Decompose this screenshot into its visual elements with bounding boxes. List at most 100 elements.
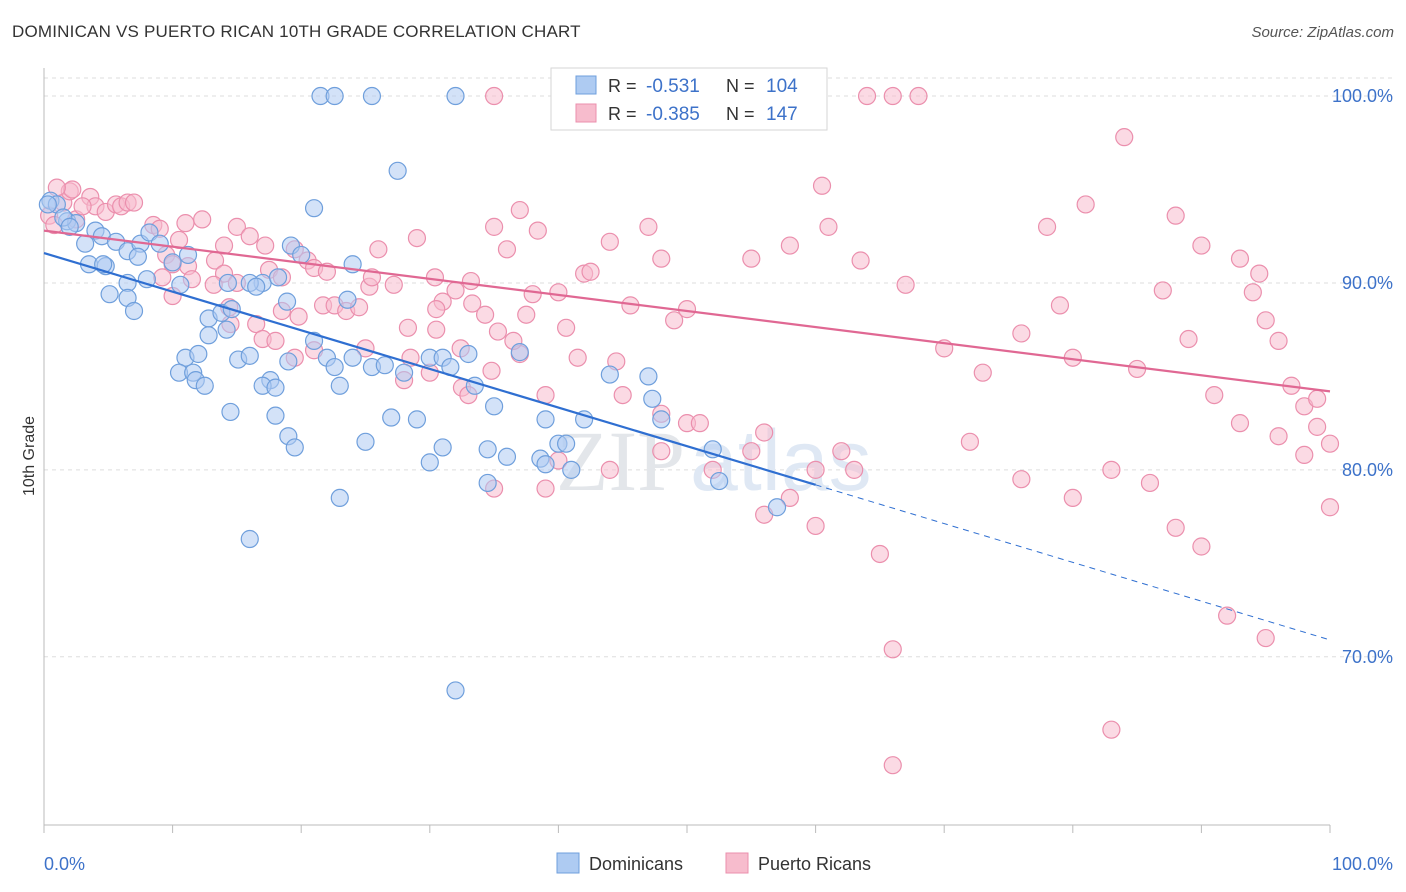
- x-ticks: [43, 825, 1331, 833]
- dominicans-point: [600, 365, 619, 384]
- dominicans-point: [382, 408, 401, 427]
- puerto-ricans-point: [356, 339, 375, 358]
- puerto-ricans-point: [1012, 470, 1031, 489]
- puerto-ricans-point: [1320, 498, 1340, 517]
- stats-n-value-puerto-ricans: 147: [766, 104, 798, 125]
- dominicans-point: [266, 378, 285, 397]
- puerto-ricans-point: [1102, 720, 1121, 739]
- dominicans-point: [279, 352, 298, 371]
- dominicans-point: [247, 277, 266, 296]
- stats-n-label-puerto-ricans: N =: [726, 104, 755, 124]
- dominicans-point: [277, 292, 297, 311]
- dominicans-point: [124, 301, 144, 321]
- legend-label-dominicans: Dominicans: [589, 854, 683, 874]
- puerto-ricans-point: [425, 268, 445, 287]
- dominicans-point: [285, 438, 304, 457]
- puerto-ricans-point: [463, 294, 482, 313]
- puerto-ricans-point: [1192, 236, 1211, 255]
- dominicans-point: [325, 86, 344, 106]
- puerto-ricans-point: [1256, 628, 1275, 648]
- puerto-ricans-point: [1076, 195, 1095, 214]
- watermark-atlas: atlas: [690, 413, 872, 509]
- stats-r-label-puerto-ricans: R =: [608, 104, 637, 124]
- puerto-ricans-point: [517, 305, 536, 324]
- puerto-ricans-point: [549, 283, 568, 302]
- puerto-ricans-point: [755, 423, 774, 442]
- puerto-ricans-point: [446, 281, 465, 300]
- puerto-ricans-point: [1269, 331, 1288, 350]
- puerto-ricans-point: [63, 180, 82, 199]
- puerto-ricans-point: [153, 268, 172, 287]
- puerto-ricans-point: [256, 236, 275, 255]
- puerto-ricans-point: [883, 640, 902, 659]
- puerto-ricans-point: [1179, 329, 1198, 349]
- dominicans-point: [639, 367, 658, 386]
- puerto-ricans-point: [497, 240, 517, 259]
- dominicans-point: [557, 434, 576, 453]
- dominicans-point: [643, 389, 662, 408]
- dominicans-point: [478, 440, 497, 459]
- dominicans-point: [240, 529, 259, 549]
- puerto-ricans-point: [581, 262, 600, 281]
- puerto-ricans-point: [600, 460, 619, 479]
- puerto-ricans-point: [1320, 434, 1340, 453]
- puerto-ricans-point: [780, 236, 799, 255]
- puerto-ricans-point: [289, 307, 308, 326]
- puerto-ricans-point: [652, 249, 671, 268]
- y-tick-label: 80.0%: [1342, 460, 1393, 480]
- dominicans-point: [330, 488, 349, 508]
- puerto-ricans-point: [1102, 460, 1121, 479]
- puerto-ricans-point: [523, 285, 542, 304]
- puerto-ricans-point: [1050, 296, 1070, 315]
- puerto-ricans-point: [973, 363, 992, 382]
- watermark-zip: ZIP: [556, 413, 685, 509]
- puerto-ricans-point: [488, 322, 508, 341]
- dominicans-point: [217, 320, 236, 339]
- puerto-ricans-point: [960, 432, 980, 451]
- dominicans-point: [388, 161, 407, 180]
- puerto-ricans-point: [369, 240, 388, 259]
- puerto-ricans-point: [557, 318, 576, 337]
- dominicans-trend-line: [43, 251, 816, 486]
- puerto-ricans-point: [475, 305, 495, 324]
- dominicans-point: [446, 86, 465, 106]
- puerto-ricans-point: [536, 479, 555, 498]
- dominicans-point: [268, 268, 288, 287]
- puerto-ricans-point: [1243, 283, 1262, 302]
- legend-swatch-puerto-ricans: [725, 852, 749, 874]
- puerto-ricans-point: [485, 217, 504, 236]
- puerto-ricans-point: [832, 442, 851, 461]
- puerto-ricans-point: [742, 442, 761, 461]
- puerto-ricans-point: [896, 275, 915, 294]
- puerto-ricans-point: [1218, 606, 1237, 625]
- puerto-ricans-point: [427, 300, 446, 319]
- stats-r-label-dominicans: R =: [608, 76, 637, 96]
- dominicans-point: [304, 331, 324, 350]
- x-tick-label-min: 0.0%: [44, 854, 85, 874]
- y-tick-label: 90.0%: [1342, 273, 1393, 293]
- dominicans-point: [178, 245, 198, 265]
- puerto-ricans-point: [1037, 217, 1057, 236]
- dominicans-point: [375, 356, 394, 375]
- dominicans-point: [407, 410, 427, 429]
- puerto-ricans-point: [909, 86, 928, 106]
- stats-legend-box: [550, 67, 828, 131]
- dominicans-point: [163, 253, 182, 272]
- dominicans-point: [221, 402, 240, 422]
- puerto-ricans-point: [1295, 445, 1314, 465]
- puerto-ricans-point: [806, 516, 825, 536]
- puerto-ricans-point: [384, 275, 403, 294]
- dominicans-point: [304, 199, 324, 218]
- stats-n-label-dominicans: N =: [726, 76, 755, 96]
- dominicans-point: [128, 247, 147, 266]
- puerto-ricans-point: [528, 221, 547, 240]
- stats-r-value-dominicans: -0.531: [646, 76, 700, 97]
- dominicans-trend-extension: [815, 484, 1331, 641]
- dominicans-point: [100, 285, 119, 304]
- puerto-ricans-point: [398, 318, 418, 337]
- puerto-ricans-point: [1140, 473, 1160, 493]
- dominicans-point: [240, 346, 259, 365]
- puerto-ricans-point: [806, 460, 825, 479]
- dominicans-point: [710, 471, 729, 491]
- stats-n-value-dominicans: 104: [766, 76, 798, 97]
